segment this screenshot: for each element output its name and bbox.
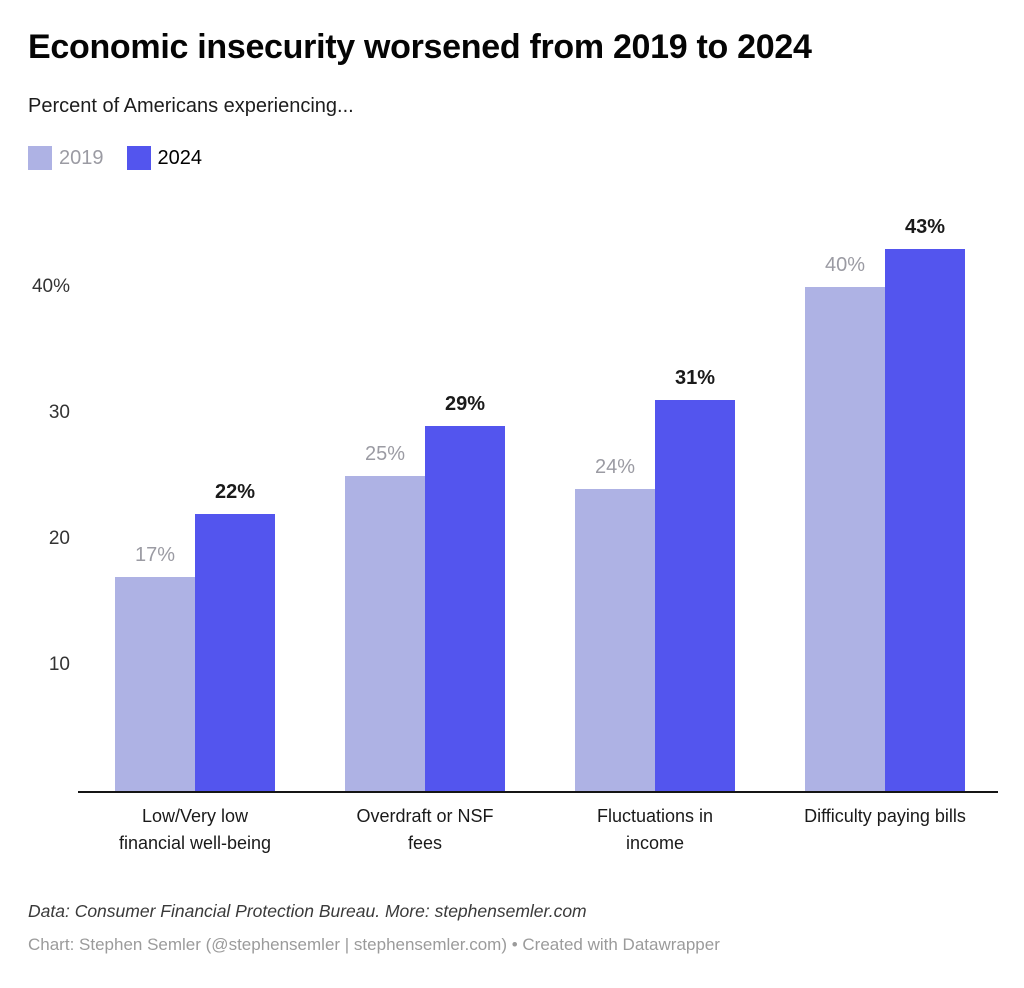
value-label-2019: 17%: [134, 544, 176, 566]
x-axis-category-label: Difficulty paying bills: [804, 806, 966, 826]
x-axis-category-label: Overdraft or NSF fees: [356, 806, 494, 853]
footer-source-note: Data: Consumer Financial Protection Bure…: [28, 901, 587, 921]
bar-2019: [115, 577, 195, 791]
chart-title: Economic insecurity worsened from 2019 t…: [28, 28, 812, 66]
value-label-2019: 40%: [824, 254, 866, 276]
y-axis-tick-label: 10: [48, 654, 70, 675]
legend-swatch-2024: [126, 146, 151, 170]
legend-item-2024: 2024: [126, 146, 203, 170]
bar-2019: [575, 489, 655, 791]
bar-2019: [805, 287, 885, 791]
value-label-2019: 25%: [364, 443, 406, 465]
bar-2024: [195, 514, 275, 791]
bar-2024: [655, 400, 735, 791]
value-label-2024: 22%: [214, 481, 256, 503]
value-label-2024: 29%: [444, 393, 486, 415]
x-axis-category-label: Low/Very low financial well-being: [118, 806, 272, 853]
bar-2024: [885, 249, 965, 791]
value-label-2019: 24%: [594, 456, 636, 478]
chart-subtitle: Percent of Americans experiencing...: [28, 95, 354, 117]
y-axis-tick-label: 40%: [31, 276, 70, 297]
legend: 2019 2024: [28, 146, 202, 170]
x-axis-category-label: Fluctuations in income: [596, 806, 714, 853]
legend-swatch-2019: [28, 146, 52, 170]
legend-item-2019: 2019: [28, 146, 104, 170]
footer-byline: Chart: Stephen Semler (@stephensemler | …: [28, 935, 720, 954]
value-label-2024: 31%: [674, 367, 716, 389]
y-axis-tick-label: 30: [48, 402, 70, 423]
bar-2019: [345, 476, 425, 791]
x-axis-line: [78, 791, 998, 793]
bar-2024: [425, 426, 505, 791]
y-axis-tick-label: 20: [48, 528, 70, 549]
value-label-2024: 43%: [904, 216, 946, 238]
legend-label-2024: 2024: [157, 147, 203, 169]
legend-label-2019: 2019: [59, 147, 104, 169]
